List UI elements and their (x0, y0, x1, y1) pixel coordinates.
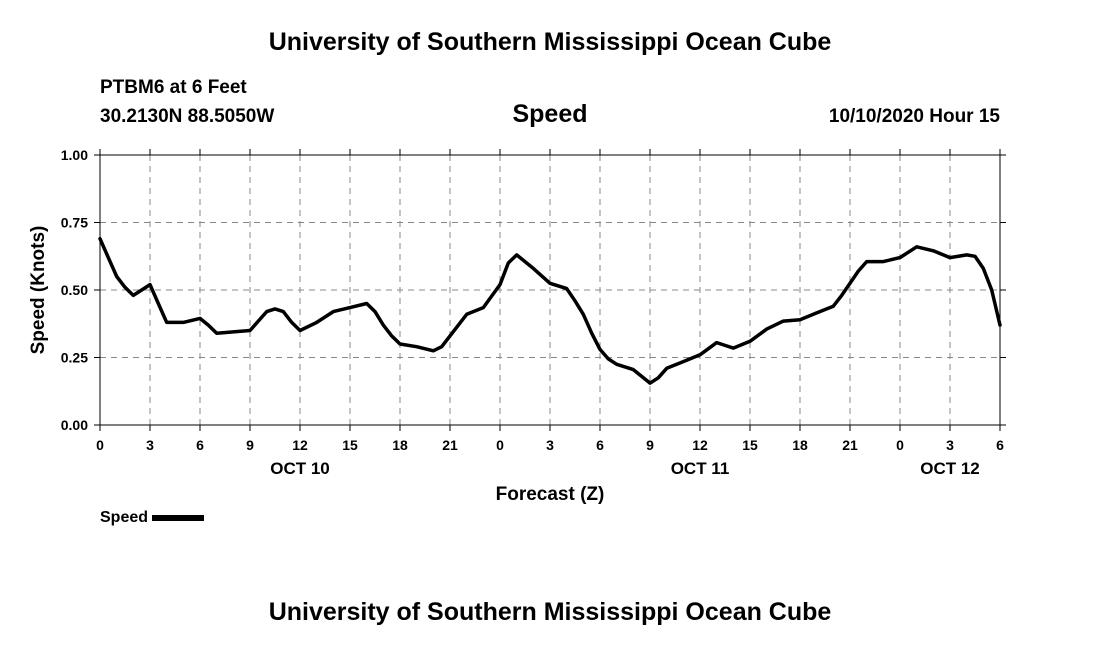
x-tick-label: 0 (896, 437, 904, 453)
x-tick-label: 15 (342, 437, 358, 453)
legend-swatch (152, 515, 205, 521)
legend-label: Speed (100, 509, 149, 526)
x-tick-label: 6 (596, 437, 604, 453)
x-tick-label: 21 (442, 437, 458, 453)
date-label: OCT 11 (671, 459, 730, 478)
x-tick-label: 3 (946, 437, 954, 453)
forecast-datetime: 10/10/2020 Hour 15 (828, 106, 1000, 127)
x-tick-label: 12 (692, 437, 708, 453)
chart-title: Speed (512, 100, 588, 128)
x-tick-label: 21 (842, 437, 858, 453)
y-tick-label: 0.50 (61, 282, 88, 298)
x-tick-label: 3 (146, 437, 154, 453)
x-tick-label: 12 (292, 437, 308, 453)
x-tick-label: 6 (196, 437, 204, 453)
x-tick-label: 3 (546, 437, 554, 453)
y-tick-label: 1.00 (61, 147, 88, 163)
y-tick-label: 0.75 (61, 215, 88, 231)
x-axis-label: Forecast (Z) (496, 484, 605, 505)
legend: Speed (100, 509, 205, 527)
x-tick-label: 18 (792, 437, 808, 453)
y-tick-label: 0.25 (61, 350, 88, 366)
y-axis-label: Speed (Knots) (28, 226, 49, 355)
x-tick-label: 15 (742, 437, 758, 453)
footer-title: University of Southern Mississippi Ocean… (268, 598, 832, 626)
y-tick-label: 0.00 (61, 417, 88, 433)
coordinates-label: 30.2130N 88.5050W (100, 106, 275, 127)
x-tick-label: 0 (496, 437, 504, 453)
page-title: University of Southern Mississippi Ocean… (268, 28, 832, 56)
x-tick-label: 0 (96, 437, 104, 453)
x-tick-label: 6 (996, 437, 1004, 453)
station-label: PTBM6 at 6 Feet (100, 77, 247, 98)
x-tick-label: 9 (646, 437, 654, 453)
series-line-speed (98, 236, 1002, 385)
x-tick-label: 18 (392, 437, 408, 453)
x-tick-label: 9 (246, 437, 254, 453)
date-label: OCT 10 (270, 459, 330, 478)
date-label: OCT 12 (920, 459, 980, 478)
